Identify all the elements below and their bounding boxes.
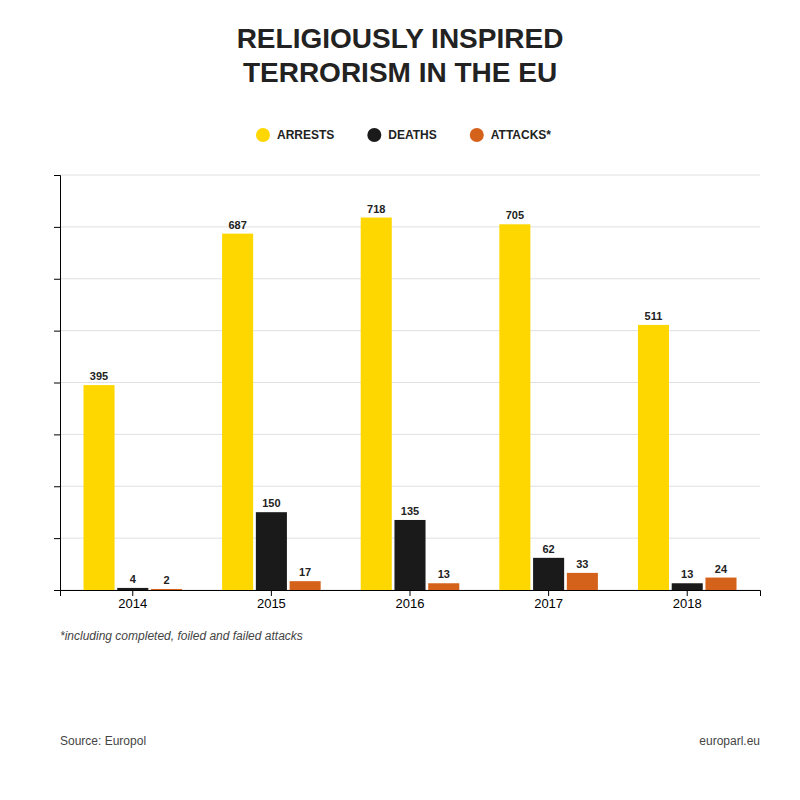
bar — [567, 573, 598, 590]
data-label: 718 — [367, 203, 385, 215]
data-label: 150 — [262, 497, 280, 509]
tick-mark — [410, 590, 411, 596]
bar — [117, 588, 148, 590]
annotation: europarl.eu — [699, 734, 760, 748]
bar — [83, 385, 114, 590]
chart: RELIGIOUSLY INSPIREDTERRORISM IN THE EU 3… — [0, 0, 800, 800]
bars — [83, 218, 736, 590]
legend-label: ARRESTS — [277, 128, 334, 142]
bar — [222, 234, 253, 590]
annotation: *including completed, foiled and failed … — [60, 629, 303, 643]
title: TERRORISM IN THE EU — [243, 57, 557, 88]
grid-line — [60, 226, 760, 227]
bar — [290, 581, 321, 590]
data-label: 2 — [163, 574, 169, 586]
tick — [54, 434, 60, 435]
grid-line — [60, 278, 760, 279]
tick — [54, 383, 60, 384]
bar — [361, 218, 392, 590]
legend: ARRESTS DEATHS ATTACKS* — [256, 128, 551, 142]
tick — [54, 486, 60, 487]
tick-label: 2016 — [396, 596, 425, 611]
tick — [54, 279, 60, 280]
tick: 2016 — [396, 590, 425, 611]
bar — [672, 583, 703, 590]
tick: 2014 — [118, 590, 147, 611]
tick — [54, 331, 60, 332]
data-label: 395 — [90, 370, 108, 382]
grid — [60, 175, 760, 590]
tick: 2018 — [673, 590, 702, 611]
tick-mark — [54, 434, 60, 435]
legend-item: ATTACKS* — [470, 128, 552, 142]
bar — [533, 558, 564, 590]
tick — [54, 227, 60, 228]
data-label: 62 — [542, 543, 554, 555]
bar — [394, 520, 425, 590]
legend-marker — [256, 128, 270, 142]
tick-mark — [54, 590, 60, 591]
tick-mark — [54, 486, 60, 487]
tick-mark — [54, 538, 60, 539]
tick-mark — [54, 175, 60, 176]
legend-label: DEATHS — [388, 128, 436, 142]
tick — [54, 590, 60, 591]
bar — [705, 578, 736, 590]
data-label: 705 — [506, 209, 524, 221]
data-label: 13 — [681, 568, 693, 580]
tick-label: 2014 — [118, 596, 147, 611]
data-label: 17 — [299, 566, 311, 578]
tick: 2017 — [534, 590, 563, 611]
x-axis: 2014 2015 2016 2017 2018 — [61, 590, 761, 611]
bar — [499, 224, 530, 590]
tick-mark — [271, 590, 272, 596]
axis-line — [61, 591, 761, 597]
data-label: 24 — [715, 563, 728, 575]
data-labels: 395 687 718 705 511 4 150 135 62 13 2 17 13 33 24 — [90, 203, 728, 586]
data-label: 33 — [576, 558, 588, 570]
legend-marker — [367, 128, 381, 142]
bar — [638, 325, 669, 590]
legend-label: ATTACKS* — [491, 128, 552, 142]
data-label: 4 — [130, 573, 137, 585]
data-label: 687 — [228, 219, 246, 231]
axis-line — [54, 176, 61, 591]
annotation: Source: Europol — [60, 734, 146, 748]
tick-mark — [132, 590, 133, 596]
tick-mark — [54, 331, 60, 332]
data-label: 511 — [645, 310, 663, 322]
title: RELIGIOUSLY INSPIRED — [237, 23, 564, 54]
bar — [428, 583, 459, 590]
tick-mark — [687, 590, 688, 596]
legend-marker — [470, 128, 484, 142]
tick-mark — [54, 279, 60, 280]
tick-mark — [548, 590, 549, 596]
tick: 2015 — [257, 590, 286, 611]
bar — [256, 512, 287, 590]
tick — [54, 538, 60, 539]
legend-item: ARRESTS — [256, 128, 334, 142]
tick-label: 2018 — [673, 596, 702, 611]
tick-label: 2017 — [534, 596, 563, 611]
tick — [54, 175, 60, 176]
bar — [151, 589, 182, 590]
data-label: 13 — [438, 568, 450, 580]
tick-label: 2015 — [257, 596, 286, 611]
legend-item: DEATHS — [367, 128, 436, 142]
tick-mark — [54, 227, 60, 228]
data-label: 135 — [401, 505, 419, 517]
tick-mark — [54, 383, 60, 384]
y-axis — [54, 176, 61, 591]
grid-line — [60, 175, 760, 176]
